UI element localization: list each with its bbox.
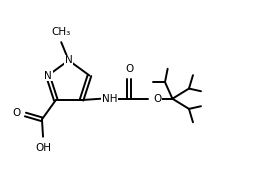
Text: O: O xyxy=(125,64,133,74)
Text: NH: NH xyxy=(102,94,117,104)
Text: CH₃: CH₃ xyxy=(52,27,71,37)
Text: O: O xyxy=(153,94,162,104)
Text: N: N xyxy=(44,70,52,80)
Text: OH: OH xyxy=(35,143,51,153)
Text: N: N xyxy=(65,55,73,65)
Text: O: O xyxy=(12,108,21,118)
